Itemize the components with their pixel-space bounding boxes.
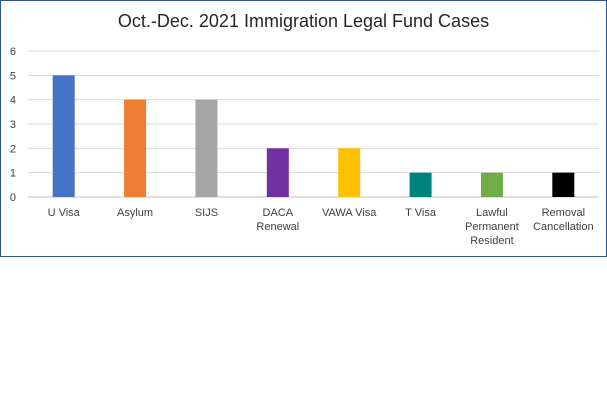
- bar: [480, 172, 503, 197]
- y-tick-label: 2: [10, 143, 16, 155]
- y-axis-ticks: 0 1 2 3 4 5 6: [10, 46, 16, 204]
- chart-frame: Oct.-Dec. 2021 Immigration Legal Fund Ca…: [0, 0, 607, 257]
- x-tick-label: Lawful Permanent Resident: [465, 207, 519, 247]
- bar-chart: 0 1 2 3 4 5 6 U Visa Asylum SIJS DACA Renewal VAWA …: [10, 46, 599, 247]
- bar: [409, 172, 432, 197]
- bar: [52, 75, 75, 197]
- y-tick-label: 1: [10, 168, 16, 180]
- x-tick-label: T Visa: [405, 207, 437, 219]
- y-tick-label: 6: [10, 46, 16, 58]
- bar: [266, 148, 289, 197]
- x-tick-label: DACA Renewal: [256, 207, 299, 233]
- y-tick-label: 5: [10, 70, 16, 82]
- bar: [338, 148, 361, 197]
- y-tick-label: 4: [10, 95, 16, 107]
- y-tick-label: 3: [10, 119, 16, 131]
- y-tick-label: 0: [10, 192, 16, 204]
- x-tick-label: U Visa: [48, 207, 81, 219]
- bar: [195, 99, 218, 197]
- bar: [552, 172, 575, 197]
- bars: [52, 75, 575, 197]
- bar: [124, 99, 147, 197]
- x-axis-labels: U Visa Asylum SIJS DACA Renewal VAWA Visa T Vi…: [48, 207, 594, 247]
- x-tick-label: Asylum: [117, 207, 153, 219]
- x-tick-label: Removal Cancellation: [533, 207, 594, 233]
- gridlines: [28, 50, 599, 198]
- chart-title: Oct.-Dec. 2021 Immigration Legal Fund Ca…: [117, 11, 490, 31]
- x-tick-label: SIJS: [195, 207, 218, 219]
- x-tick-label: VAWA Visa: [322, 207, 377, 219]
